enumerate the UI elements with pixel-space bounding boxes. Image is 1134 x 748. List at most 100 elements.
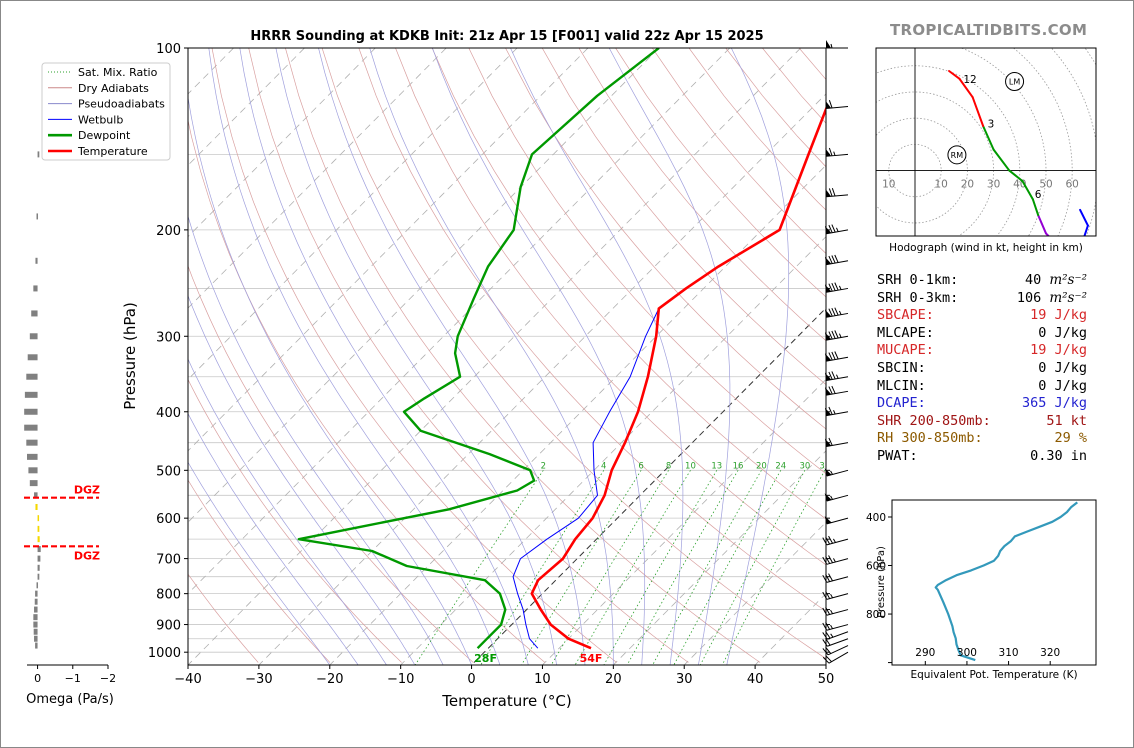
surface-dewpoint-label: 28F — [474, 652, 497, 665]
y-tick-label: 100 — [156, 42, 181, 57]
stat-row: SBCIN: 0 J/kg — [877, 360, 1087, 378]
legend-label: Sat. Mix. Ratio — [78, 66, 158, 79]
surface-temperature-label: 54F — [580, 652, 603, 665]
x-tick-label: 40 — [747, 672, 764, 687]
wind-barb — [825, 99, 849, 109]
stat-row: PWAT: 0.30 in — [877, 448, 1087, 466]
wind-barb-flag — [828, 331, 833, 340]
x-tick-label: −10 — [387, 672, 414, 687]
wind-barb — [822, 622, 849, 631]
mixing-ratio-line — [652, 470, 762, 665]
isotherm-line — [329, 164, 826, 665]
thetae-y-axis-label: Pressure (hPa) — [876, 546, 887, 618]
omega-bar — [35, 590, 38, 597]
wind-barb-half-flag — [830, 624, 833, 629]
wind-barb-flag — [822, 607, 828, 616]
isotherm-line — [188, 48, 731, 595]
hodograph-trace-segment — [948, 70, 961, 80]
wind-barb-flag — [825, 631, 831, 639]
omega-bar — [26, 439, 38, 446]
omega-bar — [37, 536, 40, 543]
omega-axis-label: Omega (Pa/s) — [26, 692, 114, 707]
wind-barb-staff — [826, 558, 849, 565]
isotherm-line — [188, 48, 447, 309]
omega-bar — [37, 525, 40, 532]
omega-tick-label: 0 — [34, 672, 41, 685]
x-tick-label: 50 — [818, 672, 835, 687]
stat-value: 0 J/kg — [1038, 324, 1087, 341]
wind-barb-staff — [826, 229, 849, 235]
stat-number: 40 — [1025, 272, 1042, 288]
wind-barb-half-flag — [836, 227, 839, 232]
wind-barb-flag — [828, 555, 833, 563]
omega-bar — [36, 582, 39, 589]
stat-label: DCAPE: — [877, 395, 926, 412]
wind-barb-half-flag — [830, 470, 833, 475]
dry-adiabat-line — [358, 48, 826, 612]
thetae-plot-area — [934, 501, 1078, 662]
y-tick-label: 900 — [156, 619, 181, 634]
chart-title: HRRR Sounding at KDKB Init: 21z Apr 15 [… — [250, 29, 763, 44]
wind-barb-half-flag — [838, 333, 842, 338]
hodograph-ring-label: 10 — [935, 179, 948, 191]
wind-barb — [822, 651, 849, 664]
wind-barb — [824, 406, 849, 417]
wind-barb-flag — [828, 308, 833, 317]
omega-bar — [33, 621, 38, 628]
omega-bar — [24, 424, 38, 431]
skewt-plot-area: 2 4 6 8 10 13 16 20 24 30 36 — [188, 48, 830, 665]
wind-barb-staff — [826, 576, 849, 583]
hodograph-trace-segment — [1079, 208, 1089, 227]
stat-row: MLCAPE: 0 J/kg — [877, 325, 1087, 343]
stat-row: SHR 200-850mb: 51 kt — [877, 413, 1087, 431]
wind-barb-flag — [828, 386, 833, 395]
wind-barb-staff — [826, 153, 849, 157]
wind-barb-pennant — [824, 353, 832, 362]
stat-unit: m²s⁻² — [1049, 289, 1087, 306]
legend-label: Dry Adiabats — [78, 82, 149, 95]
wind-barb-flag — [831, 282, 836, 291]
mixing-ratio-label: 36 — [819, 461, 830, 471]
mixing-ratio-label: 6 — [638, 461, 643, 471]
hodograph-frame — [875, 47, 1097, 237]
x-tick-label: −30 — [245, 672, 272, 687]
isotherm-line — [613, 450, 826, 665]
wind-barb-flag — [822, 591, 828, 600]
dry-adiabat-line — [578, 48, 826, 342]
wind-barb-half-flag — [830, 495, 833, 500]
hodograph-ring-label: 20 — [961, 179, 974, 191]
wind-barb — [822, 631, 849, 640]
wind-barb-staff — [826, 260, 849, 266]
mixing-ratio-line — [699, 470, 806, 665]
omega-bar — [37, 564, 40, 571]
mixing-ratio-line — [480, 470, 605, 665]
dry-adiabat-line — [188, 265, 474, 663]
stat-label: SRH 0-3km: — [877, 289, 959, 306]
wind-barb-half-flag — [830, 43, 833, 49]
hodograph-ring-label: 60 — [1066, 179, 1079, 191]
wind-barb-staff — [826, 593, 849, 600]
omega-bar — [27, 354, 38, 361]
stat-value: 19 J/kg — [1030, 307, 1087, 324]
wind-barb-flag — [828, 255, 833, 264]
omega-bar — [35, 642, 38, 649]
wind-barb-flag — [828, 352, 833, 361]
dry-adiabat-line — [188, 118, 546, 663]
wind-barb-flag — [834, 254, 839, 263]
wind-barb — [824, 282, 849, 293]
wind-barb-staff — [828, 651, 849, 664]
isotherm-line — [188, 48, 518, 380]
pseudoadiabat-line — [188, 461, 331, 665]
legend-label: Wetbulb — [78, 113, 123, 126]
wind-barb — [824, 307, 849, 318]
wind-barb — [822, 645, 849, 656]
wind-barb-flag — [822, 574, 828, 583]
wind-barb-staff — [826, 538, 849, 546]
mixing-ratio-line — [603, 470, 718, 665]
stat-label: SHR 200-850mb: — [877, 412, 991, 429]
wind-barb-flag — [831, 255, 836, 264]
wind-barb-flag — [831, 224, 836, 233]
dewpoint-profile — [297, 48, 660, 650]
wind-barb-flag — [825, 591, 831, 599]
hodograph-trace-segment — [971, 96, 985, 128]
